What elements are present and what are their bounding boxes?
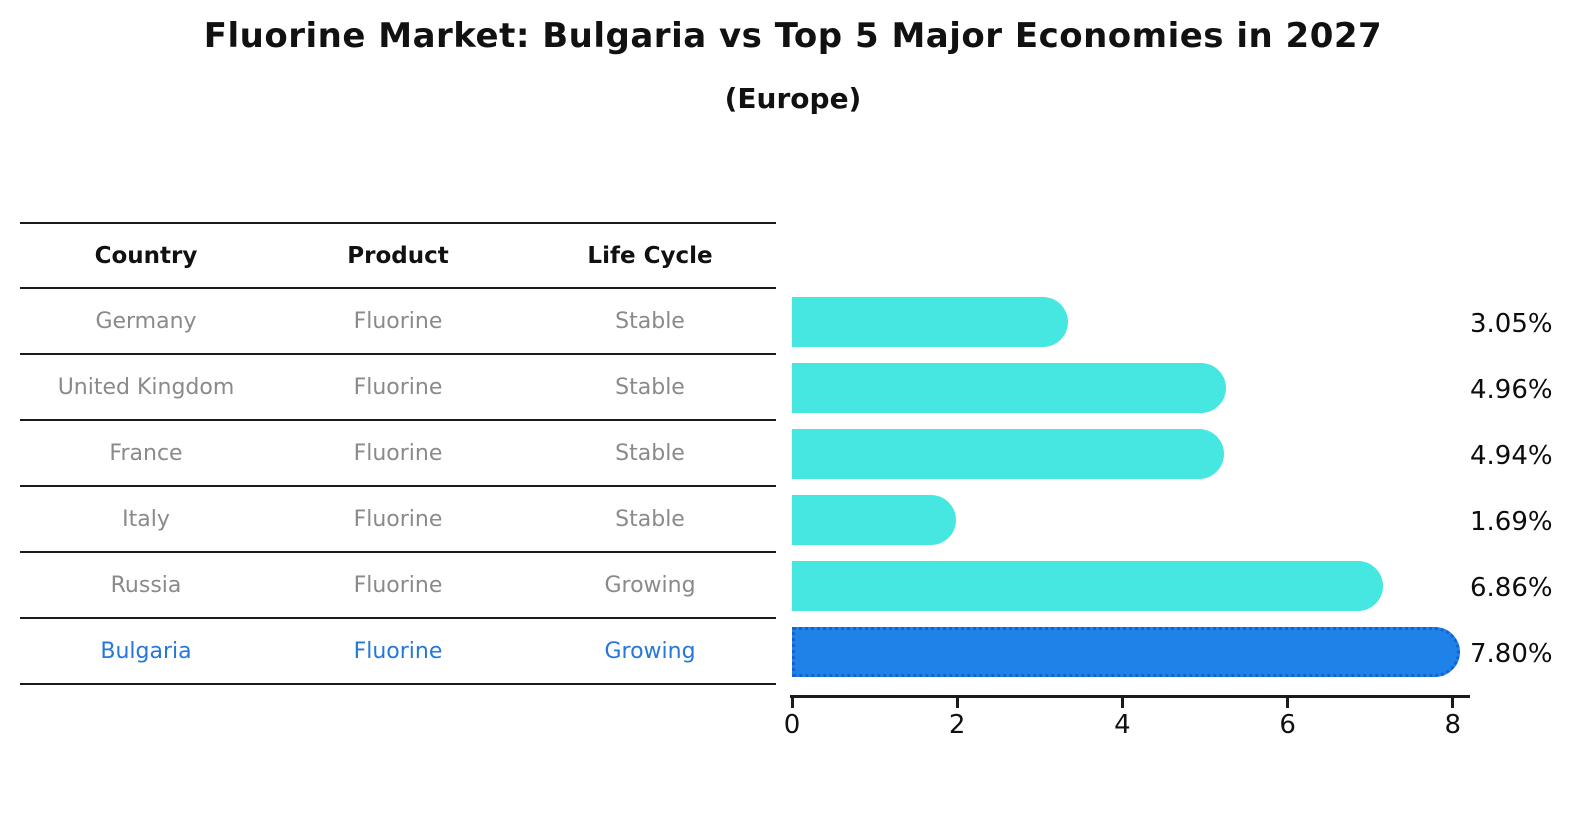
table-row: United Kingdom Fluorine Stable xyxy=(20,355,776,421)
value-label: 6.86% xyxy=(1470,573,1553,603)
cell-country: Russia xyxy=(110,572,182,598)
page-title: Fluorine Market: Bulgaria vs Top 5 Major… xyxy=(203,16,1383,56)
cell-country: United Kingdom xyxy=(57,374,235,400)
cell-product: Fluorine xyxy=(353,440,443,466)
cell-life-cycle: Stable xyxy=(615,440,685,466)
x-axis-tick-label: 0 xyxy=(783,710,801,740)
x-axis-tick xyxy=(1451,698,1455,708)
bar-germany xyxy=(792,297,1068,347)
column-header-country: Country xyxy=(94,242,198,269)
x-axis-tick xyxy=(955,698,959,708)
page-subtitle: (Europe) xyxy=(724,82,862,115)
bar-russia xyxy=(792,561,1383,611)
cell-life-cycle: Stable xyxy=(615,374,685,400)
x-axis-tick xyxy=(1286,698,1290,708)
cell-product: Fluorine xyxy=(353,572,443,598)
cell-country: France xyxy=(109,440,183,466)
cell-product: Fluorine xyxy=(353,308,443,334)
cell-life-cycle: Growing xyxy=(604,638,696,664)
table-row: Bulgaria Fluorine Growing xyxy=(20,619,776,685)
cell-product: Fluorine xyxy=(353,374,443,400)
country-table: Country Product Life Cycle Germany Fluori… xyxy=(20,222,776,685)
table-body: Germany Fluorine Stable United Kingdom Fluor… xyxy=(20,289,776,685)
cell-life-cycle: Stable xyxy=(615,506,685,532)
value-label: 4.94% xyxy=(1470,441,1553,471)
x-axis-tick-label: 8 xyxy=(1444,710,1462,740)
column-header-product: Product xyxy=(347,242,449,269)
cell-country: Bulgaria xyxy=(100,638,192,664)
bar-united-kingdom xyxy=(792,363,1226,413)
bar-italy xyxy=(792,495,956,545)
cell-country: Germany xyxy=(95,308,197,334)
x-axis-tick-label: 4 xyxy=(1114,710,1131,740)
x-axis-line xyxy=(790,695,1470,698)
bar-highlight-bulgaria xyxy=(792,627,1460,677)
bar-france xyxy=(792,429,1224,479)
cell-product: Fluorine xyxy=(353,638,443,664)
table-row: Italy Fluorine Stable xyxy=(20,487,776,553)
table-row: Germany Fluorine Stable xyxy=(20,289,776,355)
cell-country: Italy xyxy=(122,506,170,532)
value-label: 7.80% xyxy=(1470,639,1553,669)
value-label: 3.05% xyxy=(1470,309,1553,339)
value-label: 4.96% xyxy=(1470,375,1553,405)
x-axis-tick-label: 2 xyxy=(948,710,966,740)
cell-life-cycle: Stable xyxy=(615,308,685,334)
column-header-life-cycle: Life Cycle xyxy=(587,242,713,269)
x-axis-tick xyxy=(790,698,794,708)
table-row: France Fluorine Stable xyxy=(20,421,776,487)
x-axis-tick xyxy=(1120,698,1124,708)
table-header-row: Country Product Life Cycle xyxy=(20,222,776,289)
value-label: 1.69% xyxy=(1470,507,1553,537)
cell-product: Fluorine xyxy=(353,506,443,532)
cell-life-cycle: Growing xyxy=(604,572,696,598)
x-axis-tick-label: 6 xyxy=(1279,710,1296,740)
table-row: Russia Fluorine Growing xyxy=(20,553,776,619)
